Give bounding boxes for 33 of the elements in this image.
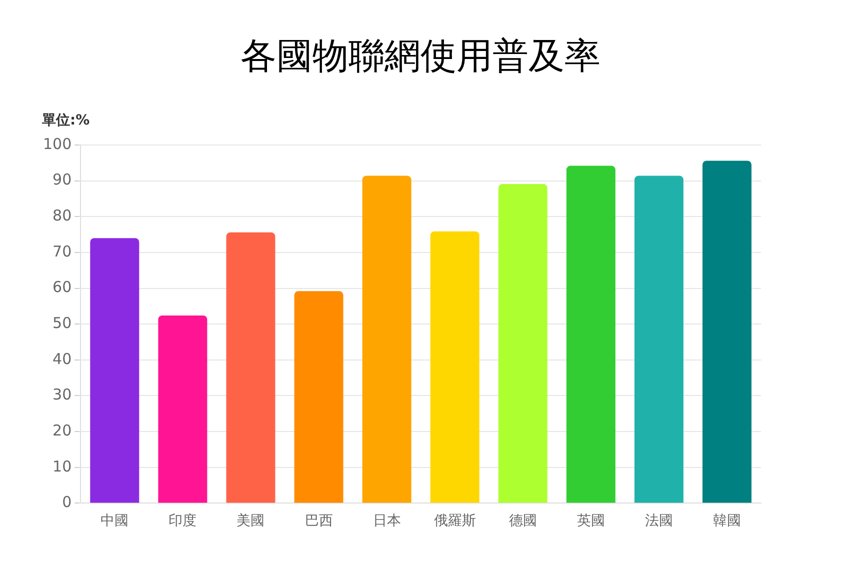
bar <box>566 166 616 503</box>
y-tick-label: 70 <box>52 242 72 260</box>
y-axis-title: 單位:% <box>41 112 90 129</box>
x-tick-label: 法國 <box>644 513 673 530</box>
x-tick-label: 韓國 <box>712 513 741 530</box>
bar <box>430 231 480 503</box>
y-tick-label: 90 <box>52 170 72 189</box>
y-tick-label: 50 <box>52 314 72 332</box>
bar <box>158 316 208 503</box>
y-tick-label: 20 <box>52 421 72 440</box>
y-tick-label: 60 <box>52 278 72 296</box>
bar <box>702 160 752 503</box>
bar <box>226 232 276 503</box>
bar <box>634 176 684 503</box>
x-tick-label: 日本 <box>372 513 401 530</box>
x-tick-label: 美國 <box>236 513 265 530</box>
x-tick-label: 俄羅斯 <box>434 513 476 530</box>
x-tick-label: 巴西 <box>304 513 333 530</box>
x-tick-label: 印度 <box>168 513 197 530</box>
y-tick-label: 10 <box>52 457 72 476</box>
x-tick-label: 德國 <box>508 513 537 530</box>
y-tick-label: 80 <box>52 206 72 225</box>
bar <box>90 238 140 503</box>
bar <box>498 184 548 503</box>
chart-title: 各國物聯網使用普及率 <box>240 35 602 78</box>
x-tick-label: 英國 <box>576 513 605 530</box>
bar <box>294 291 344 503</box>
y-tick-label: 100 <box>42 134 72 153</box>
y-tick-label: 0 <box>62 493 72 512</box>
y-tick-label: 30 <box>52 386 72 404</box>
x-tick-label: 中國 <box>100 513 129 530</box>
y-tick-label: 40 <box>52 350 72 368</box>
bar <box>362 176 412 503</box>
